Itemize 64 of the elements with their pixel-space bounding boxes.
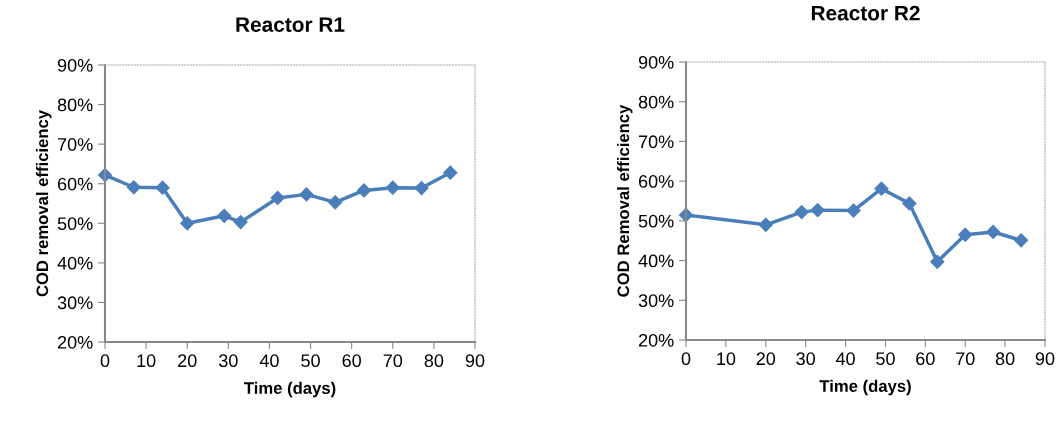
y-tick-label: 60% [57, 177, 93, 191]
x-tick-label: 90 [465, 354, 485, 368]
x-tick-label: 70 [383, 354, 403, 368]
point [385, 180, 400, 195]
y-tick-label: 60% [638, 175, 674, 188]
point [233, 215, 248, 230]
point [217, 208, 232, 223]
chart-title: Reactor R2 [811, 5, 920, 21]
point [846, 203, 861, 218]
y-tick-label: 40% [638, 254, 674, 268]
y-axis-title: COD Removal efficiency [616, 104, 633, 297]
point [958, 227, 973, 242]
y-tick-label: 30% [57, 296, 93, 310]
point [414, 180, 429, 196]
y-tick-label: 50% [638, 214, 674, 228]
y-tick-label: 40% [57, 256, 93, 270]
point [270, 190, 285, 206]
point [299, 187, 314, 202]
point [930, 254, 945, 269]
point [155, 180, 170, 195]
y-tick-label: 80% [638, 95, 674, 109]
x-tick-label: 40 [835, 352, 855, 366]
x-tick-label: 30 [218, 354, 238, 368]
x-tick-label: 40 [259, 354, 279, 368]
x-axis-title: Time (days) [819, 379, 911, 396]
x-tick-label: 0 [681, 352, 691, 366]
y-tick-label: 20% [638, 333, 674, 347]
x-tick-label: 50 [876, 352, 895, 366]
point [874, 181, 889, 196]
point [986, 224, 1001, 240]
x-tick-label: 70 [956, 352, 975, 366]
chart-title: Reactor R1 [236, 17, 345, 32]
point [443, 165, 458, 180]
x-axis-title: Time (days) [244, 381, 336, 398]
y-tick-label: 90% [57, 58, 93, 72]
x-tick-label: 60 [342, 354, 361, 368]
point [1013, 233, 1029, 248]
x-tick-label: 90 [1035, 352, 1055, 366]
point [126, 180, 141, 195]
point [794, 205, 809, 220]
x-tick-label: 0 [100, 354, 110, 368]
x-tick-label: 80 [424, 354, 444, 368]
point [328, 195, 343, 210]
point [810, 203, 825, 218]
x-tick-label: 80 [995, 352, 1015, 366]
point [180, 216, 195, 231]
y-tick-label: 50% [57, 217, 93, 231]
x-tick-label: 30 [796, 352, 815, 366]
x-tick-label: 60 [916, 352, 935, 366]
y-tick-label: 80% [57, 98, 93, 112]
y-axis-title: COD removal efficiency [35, 110, 52, 297]
x-tick-label: 20 [756, 352, 776, 366]
y-tick-label: 30% [638, 294, 674, 308]
point [356, 183, 372, 198]
point [758, 217, 773, 232]
x-tick-label: 50 [301, 354, 320, 368]
y-tick-label: 90% [638, 55, 674, 69]
x-tick-label: 10 [717, 352, 736, 366]
x-tick-label: 10 [137, 354, 156, 368]
x-tick-label: 20 [178, 354, 197, 368]
y-tick-label: 70% [638, 135, 674, 149]
point [902, 196, 917, 211]
y-tick-label: 20% [57, 335, 93, 349]
y-tick-label: 70% [57, 138, 93, 151]
